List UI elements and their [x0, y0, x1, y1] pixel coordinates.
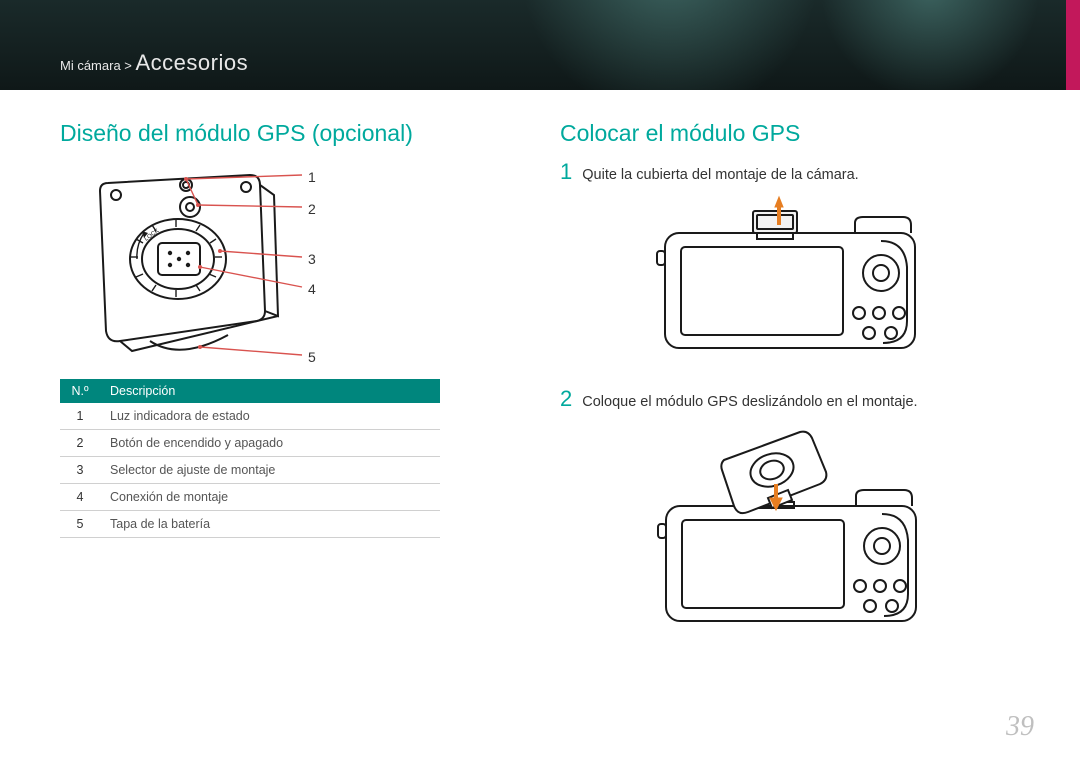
- breadcrumb-prefix: Mi cámara >: [60, 58, 136, 73]
- page-body: Diseño del módulo GPS (opcional): [0, 90, 1080, 665]
- cell-desc: Selector de ajuste de montaje: [100, 457, 440, 484]
- cell-num: 4: [60, 484, 100, 511]
- svg-text:LOCK: LOCK: [144, 228, 161, 242]
- table-row: 2 Botón de encendido y apagado: [60, 430, 440, 457]
- cell-desc: Tapa de la batería: [100, 511, 440, 538]
- left-column: Diseño del módulo GPS (opcional): [60, 120, 520, 665]
- callout-4: 4: [308, 281, 316, 297]
- right-heading: Colocar el módulo GPS: [560, 120, 1020, 147]
- step-2: 2 Coloque el módulo GPS deslizándolo en …: [560, 388, 1020, 645]
- cell-num: 1: [60, 403, 100, 430]
- callout-2: 2: [308, 201, 316, 217]
- accent-bar: [1066, 0, 1080, 90]
- callout-5: 5: [308, 349, 316, 365]
- cell-desc: Luz indicadora de estado: [100, 403, 440, 430]
- callout-3: 3: [308, 251, 316, 267]
- step-number: 2: [560, 388, 572, 410]
- camera-diagram-2: [640, 420, 940, 640]
- header-banner: Mi cámara > Accesorios: [0, 0, 1080, 90]
- camera-diagram-1: [645, 193, 935, 363]
- page-number: 39: [1006, 711, 1034, 743]
- step-number: 1: [560, 161, 572, 183]
- gps-module-diagram: LOCK 1: [60, 161, 440, 371]
- cell-desc: Botón de encendido y apagado: [100, 430, 440, 457]
- th-desc: Descripción: [100, 379, 440, 403]
- cell-num: 2: [60, 430, 100, 457]
- step-text: Coloque el módulo GPS deslizándolo en el…: [582, 394, 917, 410]
- cell-num: 5: [60, 511, 100, 538]
- gps-module-svg: LOCK: [60, 161, 440, 371]
- left-heading: Diseño del módulo GPS (opcional): [60, 120, 520, 147]
- cell-num: 3: [60, 457, 100, 484]
- step-1: 1 Quite la cubierta del montaje de la cá…: [560, 161, 1020, 368]
- banner-glow: [520, 0, 820, 90]
- parts-table: N.º Descripción 1 Luz indicadora de esta…: [60, 379, 440, 538]
- th-num: N.º: [60, 379, 100, 403]
- right-column: Colocar el módulo GPS 1 Quite la cubiert…: [560, 120, 1020, 665]
- step-text: Quite la cubierta del montaje de la cáma…: [582, 167, 858, 183]
- breadcrumb-section: Accesorios: [136, 50, 249, 75]
- table-row: 3 Selector de ajuste de montaje: [60, 457, 440, 484]
- table-row: 1 Luz indicadora de estado: [60, 403, 440, 430]
- table-row: 5 Tapa de la batería: [60, 511, 440, 538]
- banner-glow: [820, 0, 1040, 90]
- cell-desc: Conexión de montaje: [100, 484, 440, 511]
- table-row: 4 Conexión de montaje: [60, 484, 440, 511]
- callout-1: 1: [308, 169, 316, 185]
- breadcrumb: Mi cámara > Accesorios: [60, 50, 248, 76]
